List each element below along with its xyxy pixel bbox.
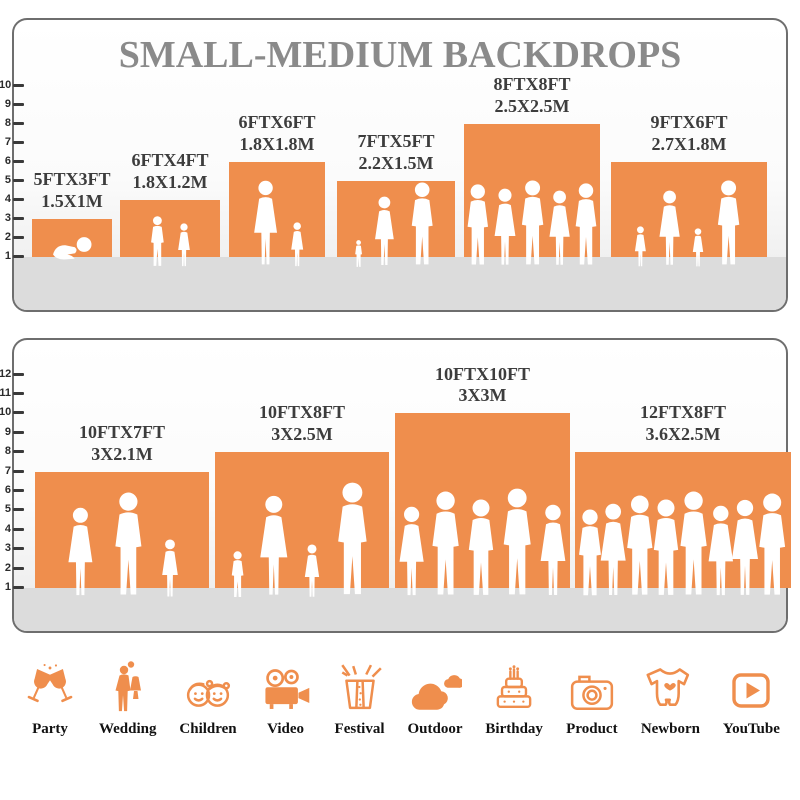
people-silhouettes — [229, 180, 325, 268]
bar-10x10: 10FTX10FT 3X3M — [395, 364, 570, 588]
category-birthday: Birthday — [485, 656, 543, 738]
children-icon — [181, 656, 235, 714]
party-icon — [24, 656, 76, 714]
category-label: Birthday — [485, 721, 543, 737]
category-label: Newborn — [640, 721, 700, 737]
axis-tick: 7 — [0, 465, 24, 476]
axis-tick: 8 — [0, 118, 24, 129]
bar-label: 5FTX3FT 1.5X1M — [33, 169, 111, 212]
bar-8x8: 8FTX8FT 2.5X2.5M — [464, 74, 600, 257]
bar-label: 7FTX5FT 2.2X1.5M — [357, 131, 435, 174]
bar-label: 10FTX8FT 3X2.5M — [258, 402, 345, 445]
bar-10x8: 10FTX8FT 3X2.5M — [215, 402, 389, 588]
axis-tick: 6 — [0, 485, 24, 496]
axis-tick: 2 — [0, 562, 24, 573]
people-silhouettes — [611, 180, 767, 268]
floor-strip — [14, 588, 786, 631]
bar-12x8: 12FTX8FT 3.6X2.5M — [575, 402, 791, 588]
category-label: Festival — [334, 721, 385, 737]
category-label: YouTube — [722, 721, 780, 737]
axis-tick: 9 — [0, 99, 24, 110]
people-silhouettes — [575, 491, 791, 599]
bar-label: 10FTX10FT 3X3M — [434, 363, 530, 406]
people-silhouettes — [120, 216, 220, 268]
bar-label: 12FTX8FT 3.6X2.5M — [639, 402, 726, 445]
category-outdoor: Outdoor — [407, 656, 462, 738]
axis-tick: 1 — [0, 582, 24, 593]
axis-tick: 12 — [0, 368, 24, 379]
category-label: Children — [179, 721, 237, 737]
chart-panel-large: 1 2 3 4 5 6 7 8 9 10 11 12 10FTX7FT 3X2.1M 10FTX8FT 3… — [0, 338, 791, 633]
axis-tick: 7 — [0, 137, 24, 148]
bar-label: 6FTX6FT 1.8X1.8M — [238, 112, 316, 155]
axis-tick: 9 — [0, 426, 24, 437]
bar-label: 6FTX4FT 1.8X1.2M — [131, 150, 209, 193]
bar-label: 10FTX7FT 3X2.1M — [78, 421, 165, 464]
category-label: Wedding — [98, 721, 157, 737]
axis-tick: 5 — [0, 504, 24, 515]
axis-tick: 4 — [0, 523, 24, 534]
people-silhouettes — [32, 236, 112, 262]
chart-panel-small-medium: SMALL-MEDIUM BACKDROPS 1 2 3 4 5 6 7 8 9 10 5FTX3… — [0, 18, 788, 312]
floor-strip — [14, 257, 786, 310]
category-label: Video — [267, 721, 305, 737]
bar-label: 9FTX6FT 2.7X1.8M — [650, 112, 728, 155]
bar-6x4: 6FTX4FT 1.8X1.2M — [120, 150, 220, 257]
category-festival: Festival — [335, 656, 385, 738]
category-label: Product — [566, 721, 618, 737]
category-youtube: YouTube — [723, 656, 780, 738]
people-silhouettes — [337, 182, 455, 268]
axis-tick: 8 — [0, 446, 24, 457]
axis-tick: 2 — [0, 232, 24, 243]
category-children: Children — [179, 656, 237, 738]
axis-tick: 10 — [0, 80, 24, 91]
page-title: SMALL-MEDIUM BACKDROPS — [118, 34, 682, 76]
axis-tick: 3 — [0, 213, 24, 224]
outdoor-icon — [408, 656, 462, 714]
category-product: Product — [566, 656, 618, 738]
birthday-icon — [489, 656, 539, 714]
axis-tick: 4 — [0, 194, 24, 205]
product-icon — [566, 656, 618, 714]
category-row: Party Wedding — [0, 656, 800, 738]
category-party: Party — [24, 656, 76, 738]
people-silhouettes — [395, 488, 570, 599]
category-label: Outdoor — [407, 721, 463, 737]
axis-tick: 5 — [0, 175, 24, 186]
newborn-icon — [644, 656, 696, 714]
category-label: Party — [32, 721, 68, 737]
bar-10x7: 10FTX7FT 3X2.1M — [35, 422, 209, 588]
bar-7x5: 7FTX5FT 2.2X1.5M — [337, 131, 455, 257]
people-silhouettes — [215, 482, 389, 599]
axis-tick: 1 — [0, 251, 24, 262]
people-silhouettes — [35, 492, 209, 599]
bar-9x6: 9FTX6FT 2.7X1.8M — [611, 112, 767, 257]
axis-tick: 6 — [0, 156, 24, 167]
category-video: Video — [260, 656, 312, 738]
festival-icon — [335, 656, 385, 714]
axis-tick: 3 — [0, 543, 24, 554]
bar-5x3: 5FTX3FT 1.5X1M — [32, 169, 112, 257]
youtube-icon — [727, 656, 775, 714]
axis-tick: 11 — [0, 388, 24, 399]
bar-6x6: 6FTX6FT 1.8X1.8M — [229, 112, 325, 257]
video-icon — [260, 656, 312, 714]
bar-label: 8FTX8FT 2.5X2.5M — [493, 74, 571, 117]
people-silhouettes — [464, 180, 600, 268]
axis-tick: 10 — [0, 407, 24, 418]
category-wedding: Wedding — [98, 656, 157, 738]
category-newborn: Newborn — [641, 656, 700, 738]
wedding-icon — [105, 656, 151, 714]
